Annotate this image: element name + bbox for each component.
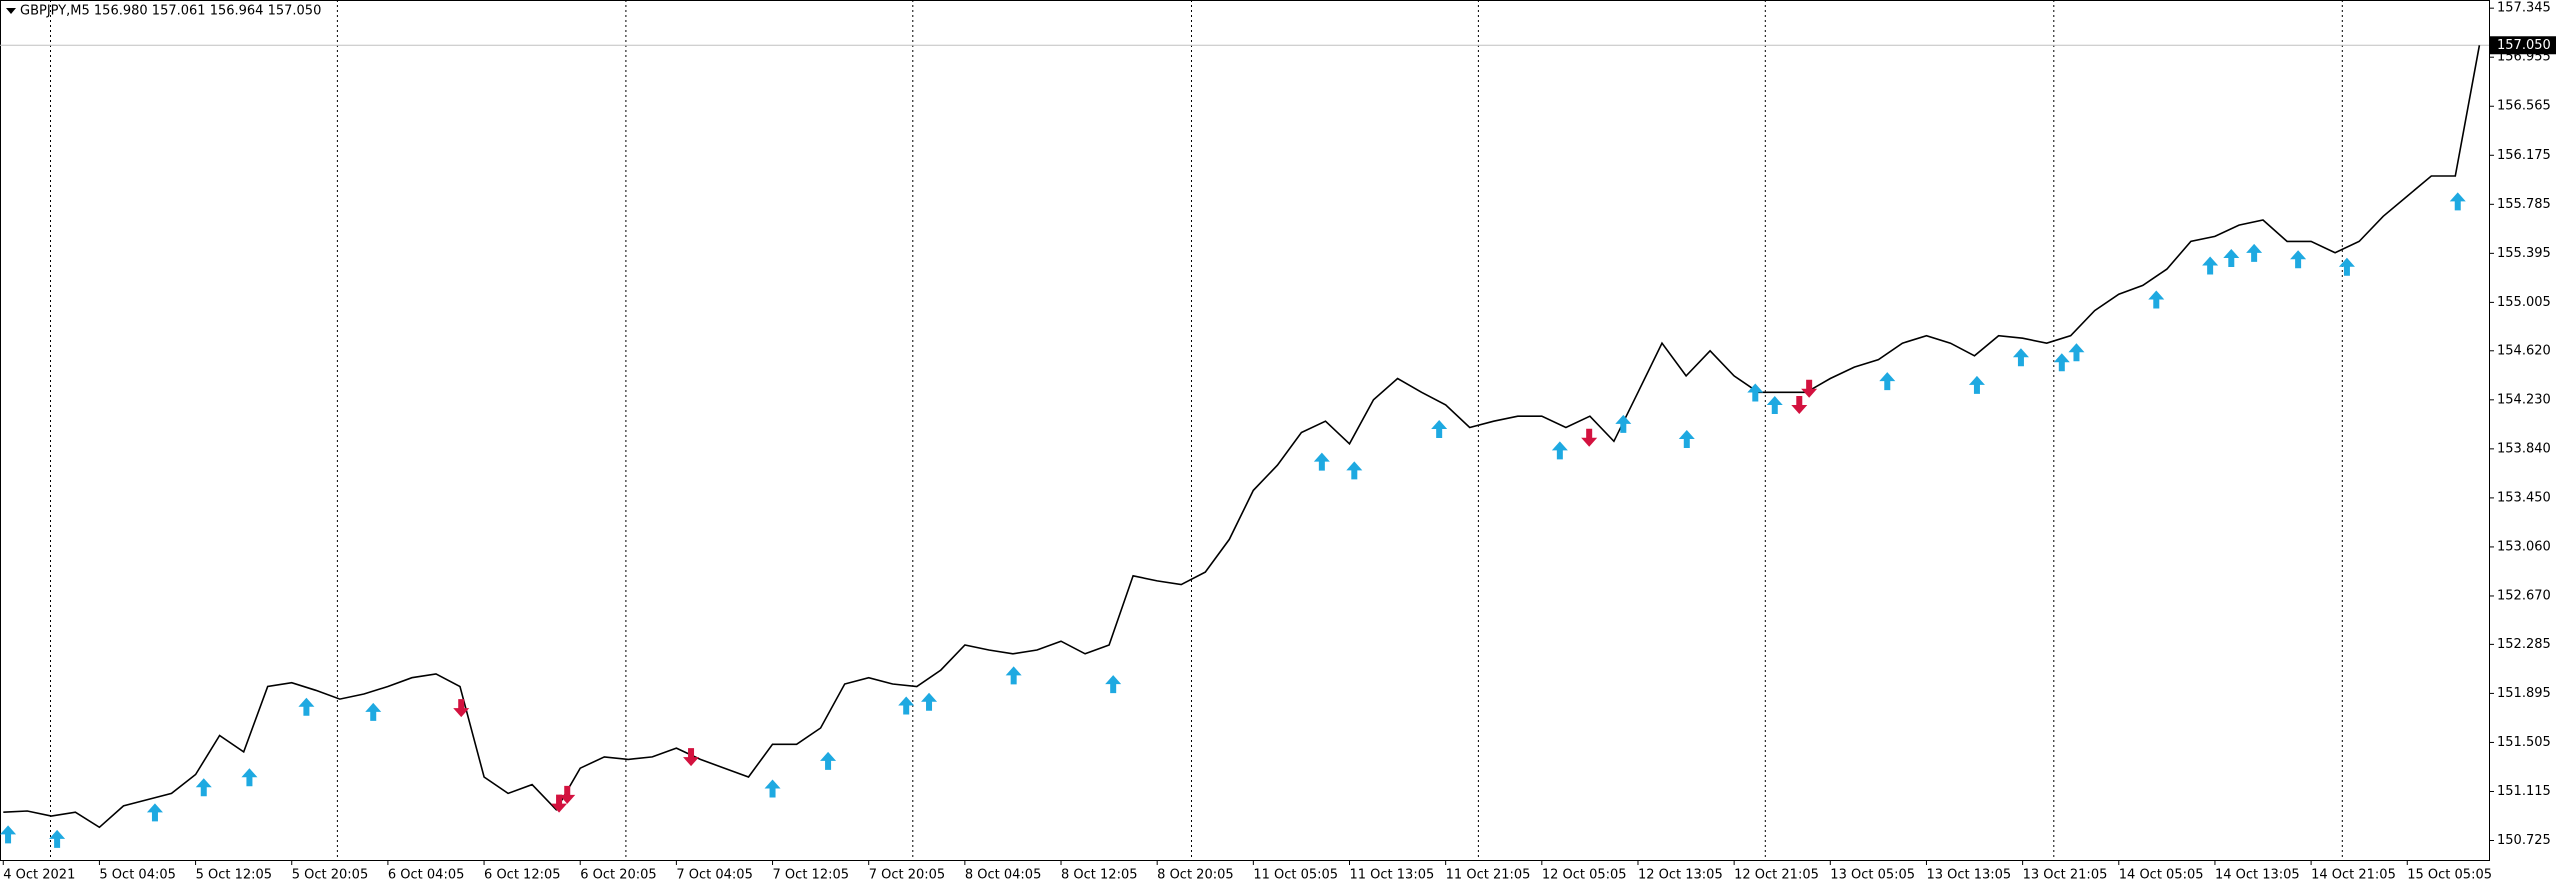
up-arrow xyxy=(1678,430,1695,448)
up-arrow xyxy=(1615,414,1632,433)
up-arrow xyxy=(820,751,837,770)
x-tick-label: 13 Oct 21:05 xyxy=(2023,868,2108,883)
up-arrow xyxy=(2012,348,2029,367)
y-tick-label: 156.565 xyxy=(2497,99,2551,114)
up-arrow xyxy=(921,692,938,711)
up-arrow xyxy=(2148,290,2165,309)
up-arrow xyxy=(1551,441,1568,460)
y-tick-label: 151.505 xyxy=(2497,735,2551,750)
up-arrow xyxy=(1766,396,1783,415)
x-tick-label: 5 Oct 12:05 xyxy=(196,868,272,883)
up-arrow xyxy=(2246,243,2263,262)
y-tick-label: 151.895 xyxy=(2497,686,2551,701)
y-tick-label: 151.115 xyxy=(2497,784,2551,799)
down-arrow xyxy=(1581,428,1598,447)
x-tick-label: 12 Oct 13:05 xyxy=(1638,868,1723,883)
y-tick-label: 155.395 xyxy=(2497,246,2551,261)
y-tick-label: 153.450 xyxy=(2497,490,2551,505)
x-tick-label: 6 Oct 20:05 xyxy=(580,868,656,883)
chart-title: GBPJPY,M5 156.980 157.061 156.964 157.05… xyxy=(20,4,321,19)
menu-triangle xyxy=(6,8,16,14)
x-tick-label: 8 Oct 04:05 xyxy=(965,868,1041,883)
x-tick-label: 6 Oct 04:05 xyxy=(388,868,464,883)
up-arrow xyxy=(2202,256,2219,275)
up-arrow xyxy=(898,696,915,715)
down-arrow xyxy=(453,699,470,718)
x-tick-label: 7 Oct 12:05 xyxy=(773,868,849,883)
up-arrow xyxy=(1879,372,1896,391)
x-tick-label: 11 Oct 21:05 xyxy=(1446,868,1531,883)
up-arrow xyxy=(49,829,66,848)
x-tick-label: 4 Oct 2021 xyxy=(3,868,75,883)
x-tick-label: 7 Oct 04:05 xyxy=(676,868,752,883)
y-tick-label: 154.230 xyxy=(2497,392,2551,407)
up-arrow xyxy=(1968,375,1985,394)
y-tick-label: 155.785 xyxy=(2497,197,2551,212)
x-tick-label: 7 Oct 20:05 xyxy=(869,868,945,883)
x-tick-label: 14 Oct 05:05 xyxy=(2119,868,2204,883)
x-tick-label: 14 Oct 13:05 xyxy=(2215,868,2300,883)
x-tick-label: 12 Oct 21:05 xyxy=(1734,868,1819,883)
up-arrow xyxy=(1105,675,1122,694)
down-arrow xyxy=(1801,379,1818,398)
x-tick-label: 5 Oct 20:05 xyxy=(292,868,368,883)
up-arrow xyxy=(764,779,781,798)
up-arrow xyxy=(2053,353,2070,372)
plot-frame xyxy=(0,0,2490,861)
up-arrow xyxy=(146,803,163,822)
x-tick-label: 15 Oct 05:05 xyxy=(2407,868,2492,883)
y-tick-label: 150.725 xyxy=(2497,833,2551,848)
x-tick-label: 6 Oct 12:05 xyxy=(484,868,560,883)
up-arrow xyxy=(298,697,315,716)
up-arrow xyxy=(1005,666,1022,685)
up-arrow xyxy=(1431,419,1448,438)
y-tick-label: 155.005 xyxy=(2497,295,2551,310)
up-arrow xyxy=(195,778,212,797)
x-tick-label: 13 Oct 13:05 xyxy=(1926,868,2011,883)
y-tick-label: 152.285 xyxy=(2497,637,2551,652)
up-arrow xyxy=(2449,192,2466,211)
up-arrow xyxy=(241,768,258,787)
y-tick-label: 153.060 xyxy=(2497,539,2551,554)
x-tick-label: 13 Oct 05:05 xyxy=(1830,868,1915,883)
up-arrow xyxy=(2068,343,2085,362)
y-tick-label: 154.620 xyxy=(2497,343,2551,358)
up-arrow xyxy=(2223,248,2240,267)
up-arrow xyxy=(2338,257,2355,276)
x-tick-label: 8 Oct 12:05 xyxy=(1061,868,1137,883)
up-arrow xyxy=(365,702,382,721)
y-tick-label: 153.840 xyxy=(2497,441,2551,456)
down-arrow xyxy=(551,794,568,813)
down-arrow xyxy=(1791,396,1808,415)
x-tick-label: 14 Oct 21:05 xyxy=(2311,868,2396,883)
x-tick-label: 12 Oct 05:05 xyxy=(1542,868,1627,883)
x-tick-label: 11 Oct 05:05 xyxy=(1253,868,1338,883)
x-tick-label: 11 Oct 13:05 xyxy=(1350,868,1435,883)
up-arrow xyxy=(1313,452,1330,471)
last-price-label: 157.050 xyxy=(2497,38,2551,53)
y-tick-label: 157.345 xyxy=(2497,1,2551,16)
down-arrow xyxy=(559,785,576,804)
y-tick-label: 156.175 xyxy=(2497,148,2551,163)
up-arrow xyxy=(1747,383,1764,402)
up-arrow xyxy=(2290,250,2307,269)
up-arrow xyxy=(0,825,17,844)
down-arrow xyxy=(683,748,700,767)
last-price-box xyxy=(2490,36,2556,55)
price-line xyxy=(3,45,2481,829)
x-tick-label: 5 Oct 04:05 xyxy=(99,868,175,883)
x-tick-label: 8 Oct 20:05 xyxy=(1157,868,1233,883)
up-arrow xyxy=(1346,461,1363,480)
y-tick-label: 152.670 xyxy=(2497,588,2551,603)
